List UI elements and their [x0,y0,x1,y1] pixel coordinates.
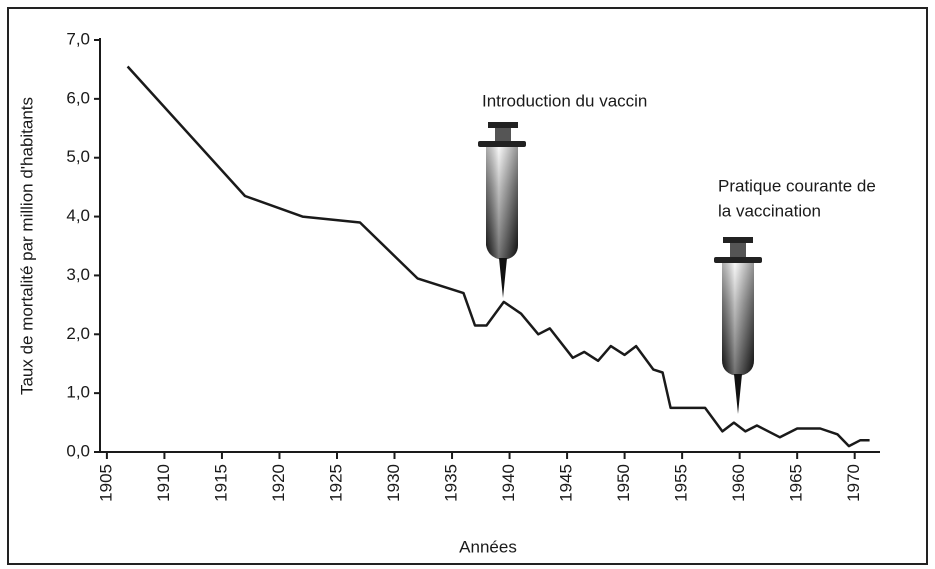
data-line [126,65,870,448]
y-tick-label: 7,0 [66,29,90,48]
y-tick-label: 1,0 [66,383,90,402]
y-axis-label: Taux de mortalité par million d'habitant… [17,97,36,395]
y-tick-label: 0,0 [66,441,90,460]
y-tick-label: 2,0 [66,324,90,343]
x-tick-label: 1970 [844,464,863,502]
y-tick-label: 5,0 [66,147,90,166]
annotation: la vaccination [718,201,821,220]
frame [7,7,928,565]
x-tick-label: 1955 [672,464,691,502]
x-tick-label: 1905 [96,464,115,502]
x-tick-label: 1910 [154,464,173,502]
x-tick-label: 1930 [384,464,403,502]
x-tick-label: 1950 [614,464,633,502]
annotation: Introduction du vaccin [482,91,647,110]
y-tick-label: 6,0 [66,88,90,107]
x-tick-label: 1940 [499,464,518,502]
x-tick-label: 1915 [211,464,230,502]
x-tick-label: 1935 [442,464,461,502]
x-axis-label: Années [459,537,517,556]
x-tick-label: 1925 [326,464,345,502]
syringe [478,122,526,298]
x-tick-label: 1960 [729,464,748,502]
x-tick-label: 1965 [787,464,806,502]
annotation: Pratique courante de [718,176,876,195]
y-tick-label: 4,0 [66,206,90,225]
x-tick-label: 1920 [269,464,288,502]
x-tick-label: 1945 [557,464,576,502]
y-tick-label: 3,0 [66,265,90,284]
syringe [714,237,762,414]
